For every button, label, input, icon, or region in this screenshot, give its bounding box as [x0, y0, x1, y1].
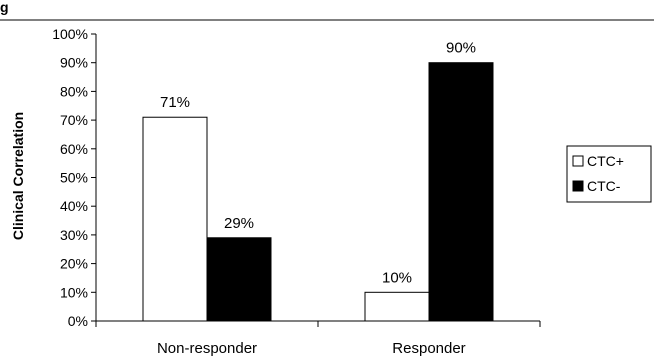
y-axis-title: Clinical Correlation [10, 112, 26, 240]
y-tick-label: 10% [60, 284, 88, 300]
y-tick-label: 0% [68, 313, 88, 329]
y-tick-label: 50% [60, 170, 88, 186]
category-labels: Non-responder Responder [157, 340, 466, 357]
bar-ctc-positive [142, 116, 208, 322]
legend: CTC+ CTC- [566, 145, 652, 203]
data-labels: 71% 29% 10% 90% [160, 40, 476, 287]
y-tick-label: 90% [60, 55, 88, 71]
legend-label-ctc-negative: CTC- [587, 178, 621, 194]
data-label: 10% [382, 269, 412, 286]
y-tick-label: 40% [60, 198, 88, 214]
bar-ctc-positive [364, 291, 430, 322]
bars [142, 62, 494, 322]
y-tick-label: 80% [60, 83, 88, 99]
legend-swatch-ctc-positive [572, 155, 584, 167]
y-tick-label: 60% [60, 141, 88, 157]
category-label: Non-responder [157, 340, 257, 357]
header-fragment: g [0, 0, 9, 15]
category-label: Responder [392, 340, 465, 357]
legend-swatch-ctc-negative [572, 180, 584, 192]
y-ticks: 0% 10% 20% 30% 40% 50% 60% 70% 80% 90% 100% [52, 26, 96, 329]
bar-ctc-negative [428, 62, 494, 322]
bar-ctc-negative [206, 237, 272, 322]
data-label: 90% [446, 40, 476, 57]
x-ticks [95, 321, 541, 327]
y-tick-label: 70% [60, 112, 88, 128]
data-label: 29% [224, 215, 254, 232]
y-tick-label: 100% [52, 26, 88, 42]
data-label: 71% [160, 94, 190, 111]
y-tick-label: 30% [60, 227, 88, 243]
y-tick-label: 20% [60, 256, 88, 272]
legend-box [566, 145, 652, 203]
legend-label-ctc-positive: CTC+ [587, 153, 624, 169]
